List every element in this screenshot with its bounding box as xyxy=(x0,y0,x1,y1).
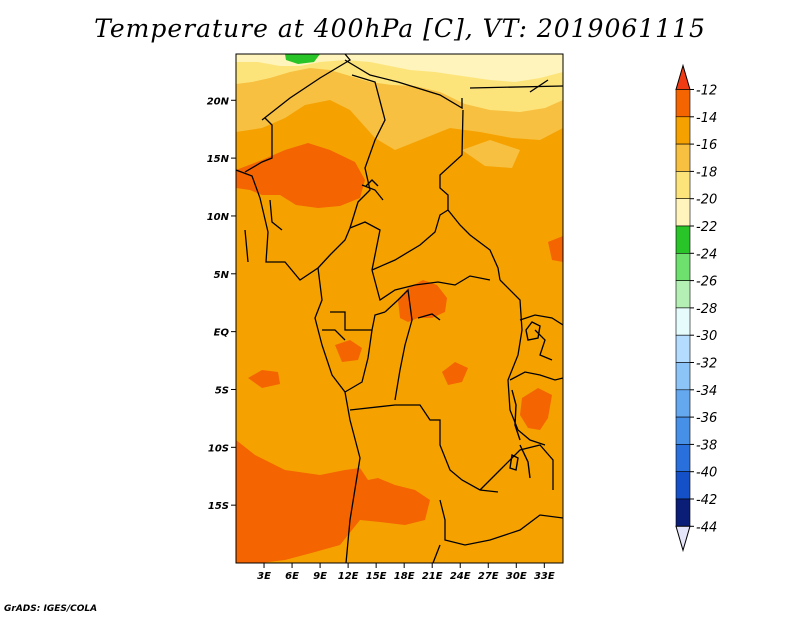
lat-tick-label: 15S xyxy=(208,501,229,512)
lon-tick-label: 9E xyxy=(313,571,327,582)
colorbar-swatch xyxy=(675,198,691,227)
warm-region-lakes xyxy=(520,388,552,430)
lat-tick-label: 10S xyxy=(208,443,229,454)
latitude-axis: 20N 15N 10N 5N EQ 5S 10S 15S xyxy=(207,96,236,512)
color-legend: -12 -14 -16 -18 -20 -22 -24 -26 -28 -30 -32 -34 -36 -… xyxy=(675,63,717,553)
colorbar-label: -30 xyxy=(696,329,717,344)
lon-tick-label: 15E xyxy=(366,571,387,582)
cool-band-far-north xyxy=(236,54,563,82)
lat-tick-label: 20N xyxy=(207,96,230,107)
colorbar-label: -16 xyxy=(696,138,717,153)
colorbar-label: -18 xyxy=(696,165,717,180)
colorbar-swatch xyxy=(675,389,691,418)
longitude-axis: 3E 6E 9E 12E 15E 18E 21E 24E 27E 30E 33E xyxy=(257,563,555,582)
lon-tick-label: 27E xyxy=(478,571,499,582)
lat-tick-label: EQ xyxy=(214,328,230,339)
colorbar-swatch xyxy=(675,471,691,500)
colorbar-swatch xyxy=(675,253,691,281)
colorbar-top-arrow xyxy=(675,63,691,90)
lat-tick-label: 10N xyxy=(207,212,230,223)
warm-region-basin xyxy=(442,362,468,385)
colorbar-label: -42 xyxy=(696,493,717,508)
colorbar-label: -44 xyxy=(696,520,717,535)
colorbar-label: -32 xyxy=(696,357,717,372)
cool-patch-east xyxy=(462,140,520,168)
colorbar-swatch xyxy=(675,307,691,336)
colorbar-label: -14 xyxy=(696,111,717,126)
lat-tick-label: 5N xyxy=(214,270,230,281)
warm-region-east-edge xyxy=(548,236,563,262)
colorbar-label: -24 xyxy=(696,247,717,262)
colorbar-swatch xyxy=(675,498,691,527)
lon-tick-label: 3E xyxy=(257,571,271,582)
map-title: Temperature at 400hPa [C], VT: 201906111… xyxy=(94,14,706,43)
green-patch-north xyxy=(285,54,320,64)
lat-tick-label: 15N xyxy=(207,154,230,165)
colorbar-swatch xyxy=(675,416,691,445)
colorbar-label: -28 xyxy=(696,302,717,317)
colorbar-swatch xyxy=(675,89,691,118)
warm-region-congo-west xyxy=(335,340,362,362)
colorbar-swatch xyxy=(675,334,691,363)
colorbar-label: -20 xyxy=(696,193,717,208)
map-frame xyxy=(235,53,564,564)
colorbar-swatch xyxy=(675,171,691,199)
warm-region-south-west xyxy=(236,440,430,563)
lon-tick-label: 33E xyxy=(534,571,555,582)
colorbar-swatch xyxy=(675,362,691,391)
colorbar-swatch xyxy=(675,280,691,309)
colorbar-bottom-arrow xyxy=(675,525,691,553)
colorbar-swatch xyxy=(675,444,691,472)
lon-tick-label: 30E xyxy=(506,571,527,582)
map-plot-area xyxy=(235,53,564,564)
colorbar-label: -26 xyxy=(696,275,717,290)
grads-credit: GrADS: IGES/COLA xyxy=(4,604,98,614)
colorbar-swatch xyxy=(675,225,691,254)
lakes xyxy=(365,179,541,479)
country-borders xyxy=(236,54,563,563)
lon-tick-label: 6E xyxy=(285,571,299,582)
colorbar-label: -38 xyxy=(696,438,717,453)
colorbar-label: -34 xyxy=(696,384,717,399)
colorbar-label: -36 xyxy=(696,411,717,426)
lon-tick-label: 24E xyxy=(450,571,471,582)
colorbar-swatch xyxy=(675,116,691,145)
colorbar-swatch xyxy=(675,143,691,172)
lon-tick-label: 21E xyxy=(422,571,443,582)
colorbar-label: -12 xyxy=(696,84,717,99)
lat-tick-label: 5S xyxy=(215,385,229,396)
colorbar-label: -22 xyxy=(696,220,717,235)
warm-region-angola-blob xyxy=(248,370,280,388)
colorbar-label: -40 xyxy=(696,466,717,481)
lon-tick-label: 18E xyxy=(394,571,415,582)
lon-tick-label: 12E xyxy=(338,571,359,582)
